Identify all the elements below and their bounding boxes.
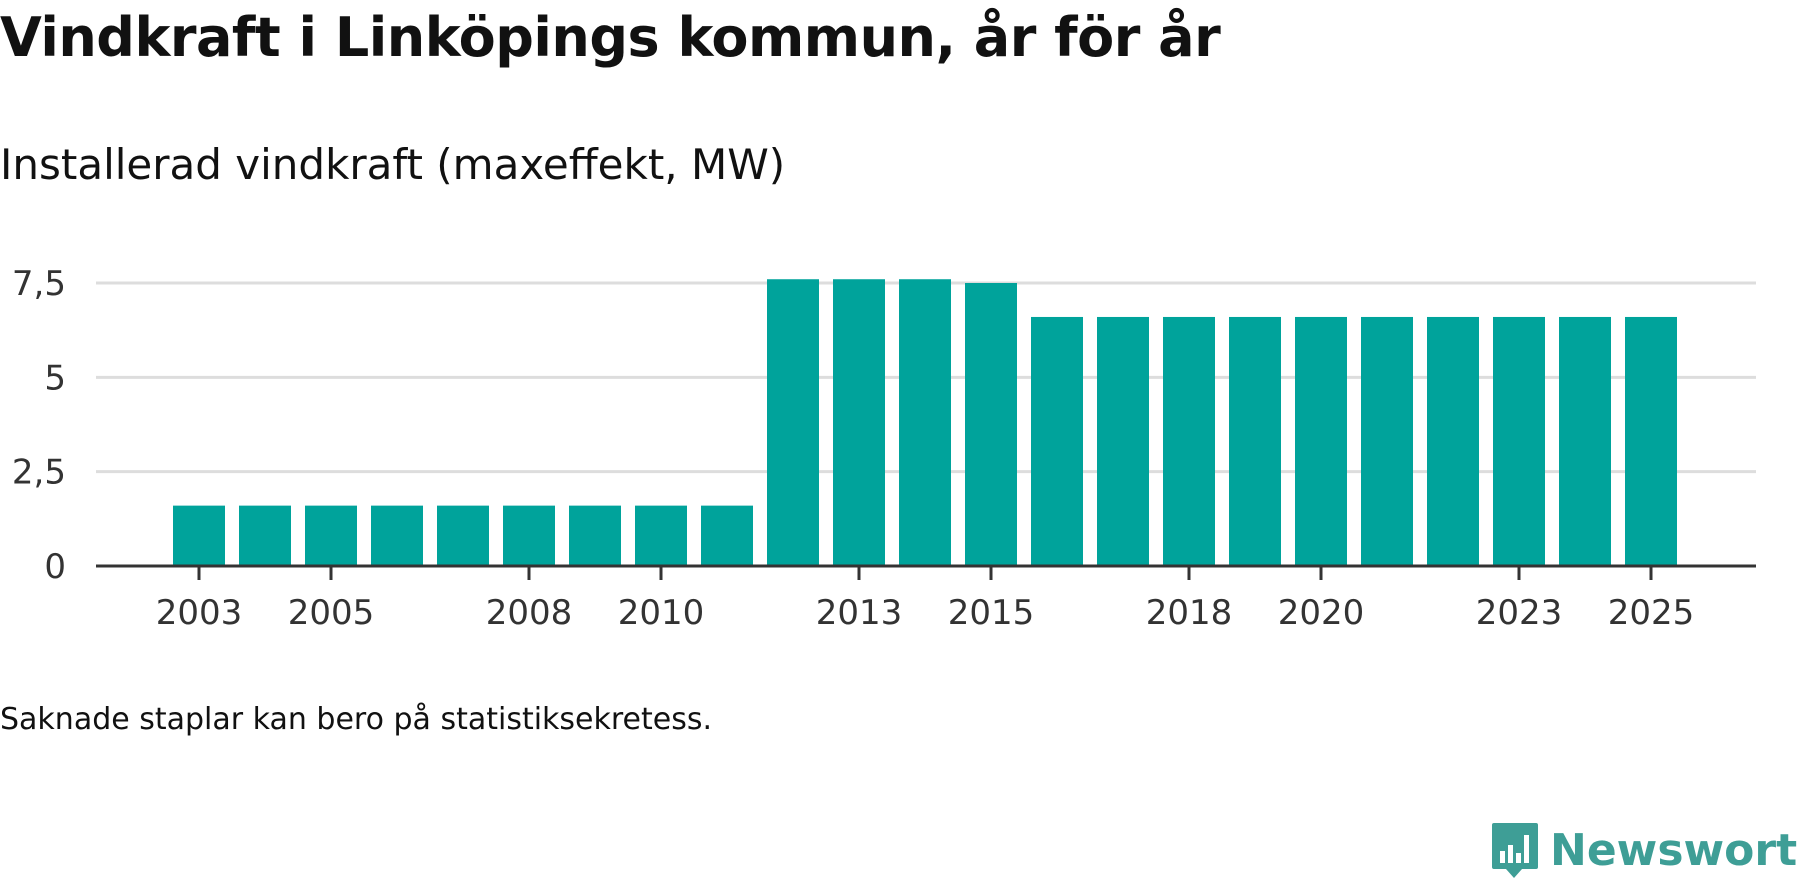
bar-2006 xyxy=(371,505,423,566)
y-tick-label: 2,5 xyxy=(12,453,66,493)
bars xyxy=(173,279,1677,566)
y-tick-label: 5 xyxy=(44,358,66,398)
x-tick-label: 2010 xyxy=(618,593,705,633)
brand-logo: Newsworthy xyxy=(1490,820,1800,880)
bar-2011 xyxy=(701,505,753,566)
bar-2014 xyxy=(899,279,951,566)
x-tick-label: 2020 xyxy=(1278,593,1365,633)
bar-2023 xyxy=(1493,316,1545,566)
x-tick-label: 2018 xyxy=(1146,593,1233,633)
bar-2024 xyxy=(1559,316,1611,566)
bar-2018 xyxy=(1163,316,1215,566)
bar-2005 xyxy=(305,505,357,566)
y-tick-label: 7,5 xyxy=(12,264,66,304)
bar-2003 xyxy=(173,505,225,566)
bar-2025 xyxy=(1625,316,1677,566)
x-tick-label: 2003 xyxy=(156,593,243,633)
x-tick-label: 2023 xyxy=(1476,593,1563,633)
bar-2007 xyxy=(437,505,489,566)
x-tick-label: 2013 xyxy=(816,593,903,633)
y-axis-ticks: 0 2,5 5 7,5 xyxy=(12,264,66,587)
x-tick-label: 2005 xyxy=(288,593,375,633)
bar-2009 xyxy=(569,505,621,566)
newsworthy-logo-icon xyxy=(1492,823,1538,878)
bar-2015 xyxy=(965,283,1017,566)
chart-title: Vindkraft i Linköpings kommun, år för år xyxy=(0,6,1221,69)
bar-2012 xyxy=(767,279,819,566)
bar-2008 xyxy=(503,505,555,566)
bar-2010 xyxy=(635,505,687,566)
bar-2004 xyxy=(239,505,291,566)
bar-2021 xyxy=(1361,316,1413,566)
bar-2016 xyxy=(1031,316,1083,566)
x-axis-ticks: 2003 2005 2008 2010 2013 2015 2018 2020 2023 2025 xyxy=(156,566,1695,633)
chart-subtitle: Installerad vindkraft (maxeffekt, MW) xyxy=(0,140,786,189)
brand-name: Newsworthy xyxy=(1550,824,1800,876)
bar-2017 xyxy=(1097,316,1149,566)
bar-2020 xyxy=(1295,316,1347,566)
bar-chart: 0 2,5 5 7,5 2003 2005 2008 2010 2013 2015 2018 202… xyxy=(12,264,1756,633)
bar-2019 xyxy=(1229,316,1281,566)
x-tick-label: 2025 xyxy=(1608,593,1695,633)
bar-2022 xyxy=(1427,316,1479,566)
y-tick-label: 0 xyxy=(44,547,66,587)
x-tick-label: 2008 xyxy=(486,593,573,633)
x-tick-label: 2015 xyxy=(948,593,1035,633)
footnote: Saknade staplar kan bero på statistiksek… xyxy=(0,702,713,737)
bar-2013 xyxy=(833,279,885,566)
